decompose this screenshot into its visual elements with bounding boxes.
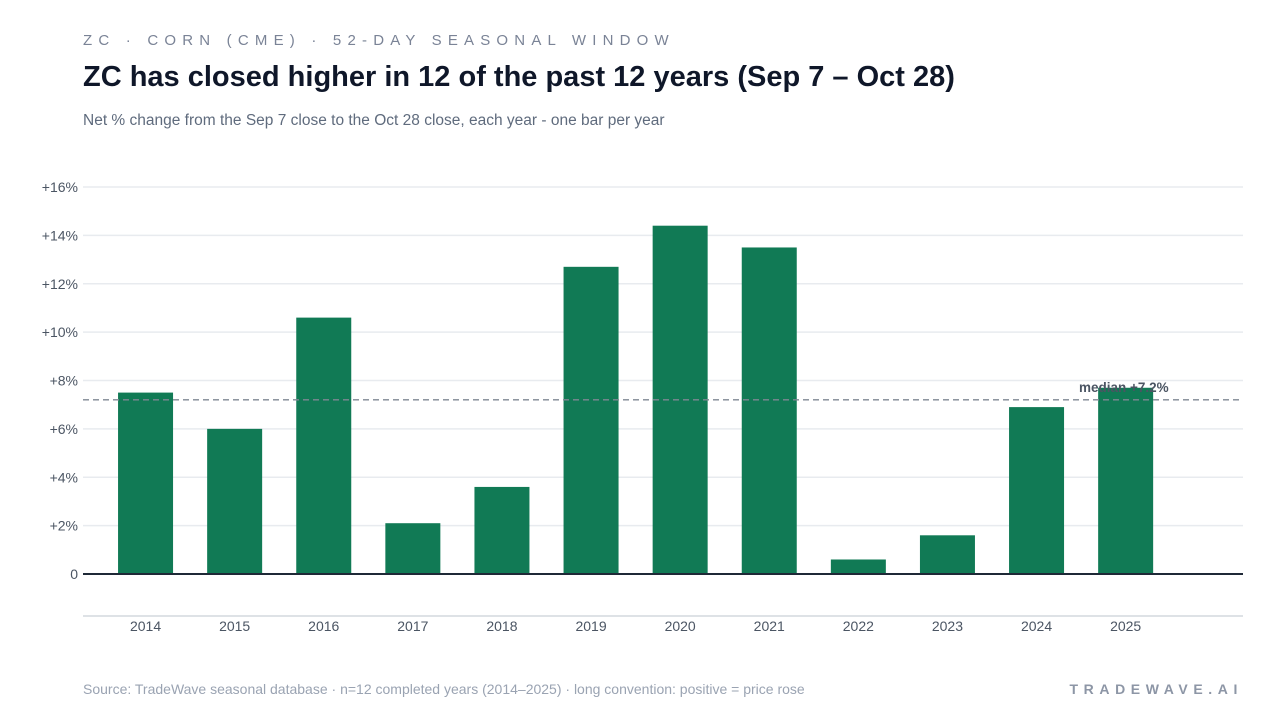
y-tick-label: +6% <box>50 421 78 437</box>
x-tick-label: 2022 <box>843 618 874 634</box>
x-tick-label: 2021 <box>754 618 785 634</box>
x-axis-ticks: 2014 2015 2016 2017 2018 2019 2020 2021 2022 2023… <box>130 618 1141 634</box>
bar-2017 <box>385 523 441 574</box>
bar-2018 <box>474 486 530 574</box>
x-tick-label: 2016 <box>308 618 339 634</box>
bar-2019 <box>563 266 619 574</box>
bar-2025 <box>1098 387 1154 574</box>
x-tick-label: 2025 <box>1110 618 1141 634</box>
median-label: median +7.2% <box>1079 380 1169 395</box>
y-tick-label: +12% <box>42 276 78 292</box>
bar-2020 <box>652 225 708 574</box>
x-tick-label: 2023 <box>932 618 963 634</box>
axes <box>83 573 1243 617</box>
x-tick-label: 2018 <box>486 618 517 634</box>
y-tick-label: +4% <box>50 469 78 485</box>
bars <box>118 225 1154 574</box>
x-tick-label: 2020 <box>665 618 696 634</box>
source-note: Source: TradeWave seasonal database · n=… <box>83 681 805 697</box>
bar-2016 <box>296 317 352 574</box>
y-tick-label: +2% <box>50 518 78 534</box>
bar-2022 <box>830 559 886 574</box>
y-tick-label: +10% <box>42 324 78 340</box>
chart-title: ZC has closed higher in 12 of the past 1… <box>83 61 955 93</box>
x-tick-label: 2024 <box>1021 618 1052 634</box>
y-tick-label: +8% <box>50 373 78 389</box>
brand-logo-text: TRADEWAVE.AI <box>1069 681 1243 697</box>
bar-2023 <box>919 535 975 574</box>
bar-2015 <box>207 428 263 574</box>
bar-2014 <box>118 392 174 574</box>
x-tick-label: 2017 <box>397 618 428 634</box>
bar-2024 <box>1009 407 1065 574</box>
y-tick-label: 0 <box>70 566 78 582</box>
y-axis-ticks: 0 +2% +4% +6% +8% +10% +12% +14% +16% <box>42 179 78 582</box>
x-tick-label: 2015 <box>219 618 250 634</box>
bar-2021 <box>741 247 797 574</box>
y-tick-label: +16% <box>42 179 78 195</box>
x-tick-label: 2014 <box>130 618 161 634</box>
y-tick-label: +14% <box>42 227 78 243</box>
chart-kicker: ZC · CORN (CME) · 52-DAY SEASONAL WINDOW <box>83 32 675 49</box>
x-tick-label: 2019 <box>575 618 606 634</box>
median-reference: median +7.2% <box>83 380 1243 401</box>
chart-subtitle: Net % change from the Sep 7 close to the… <box>83 112 665 129</box>
